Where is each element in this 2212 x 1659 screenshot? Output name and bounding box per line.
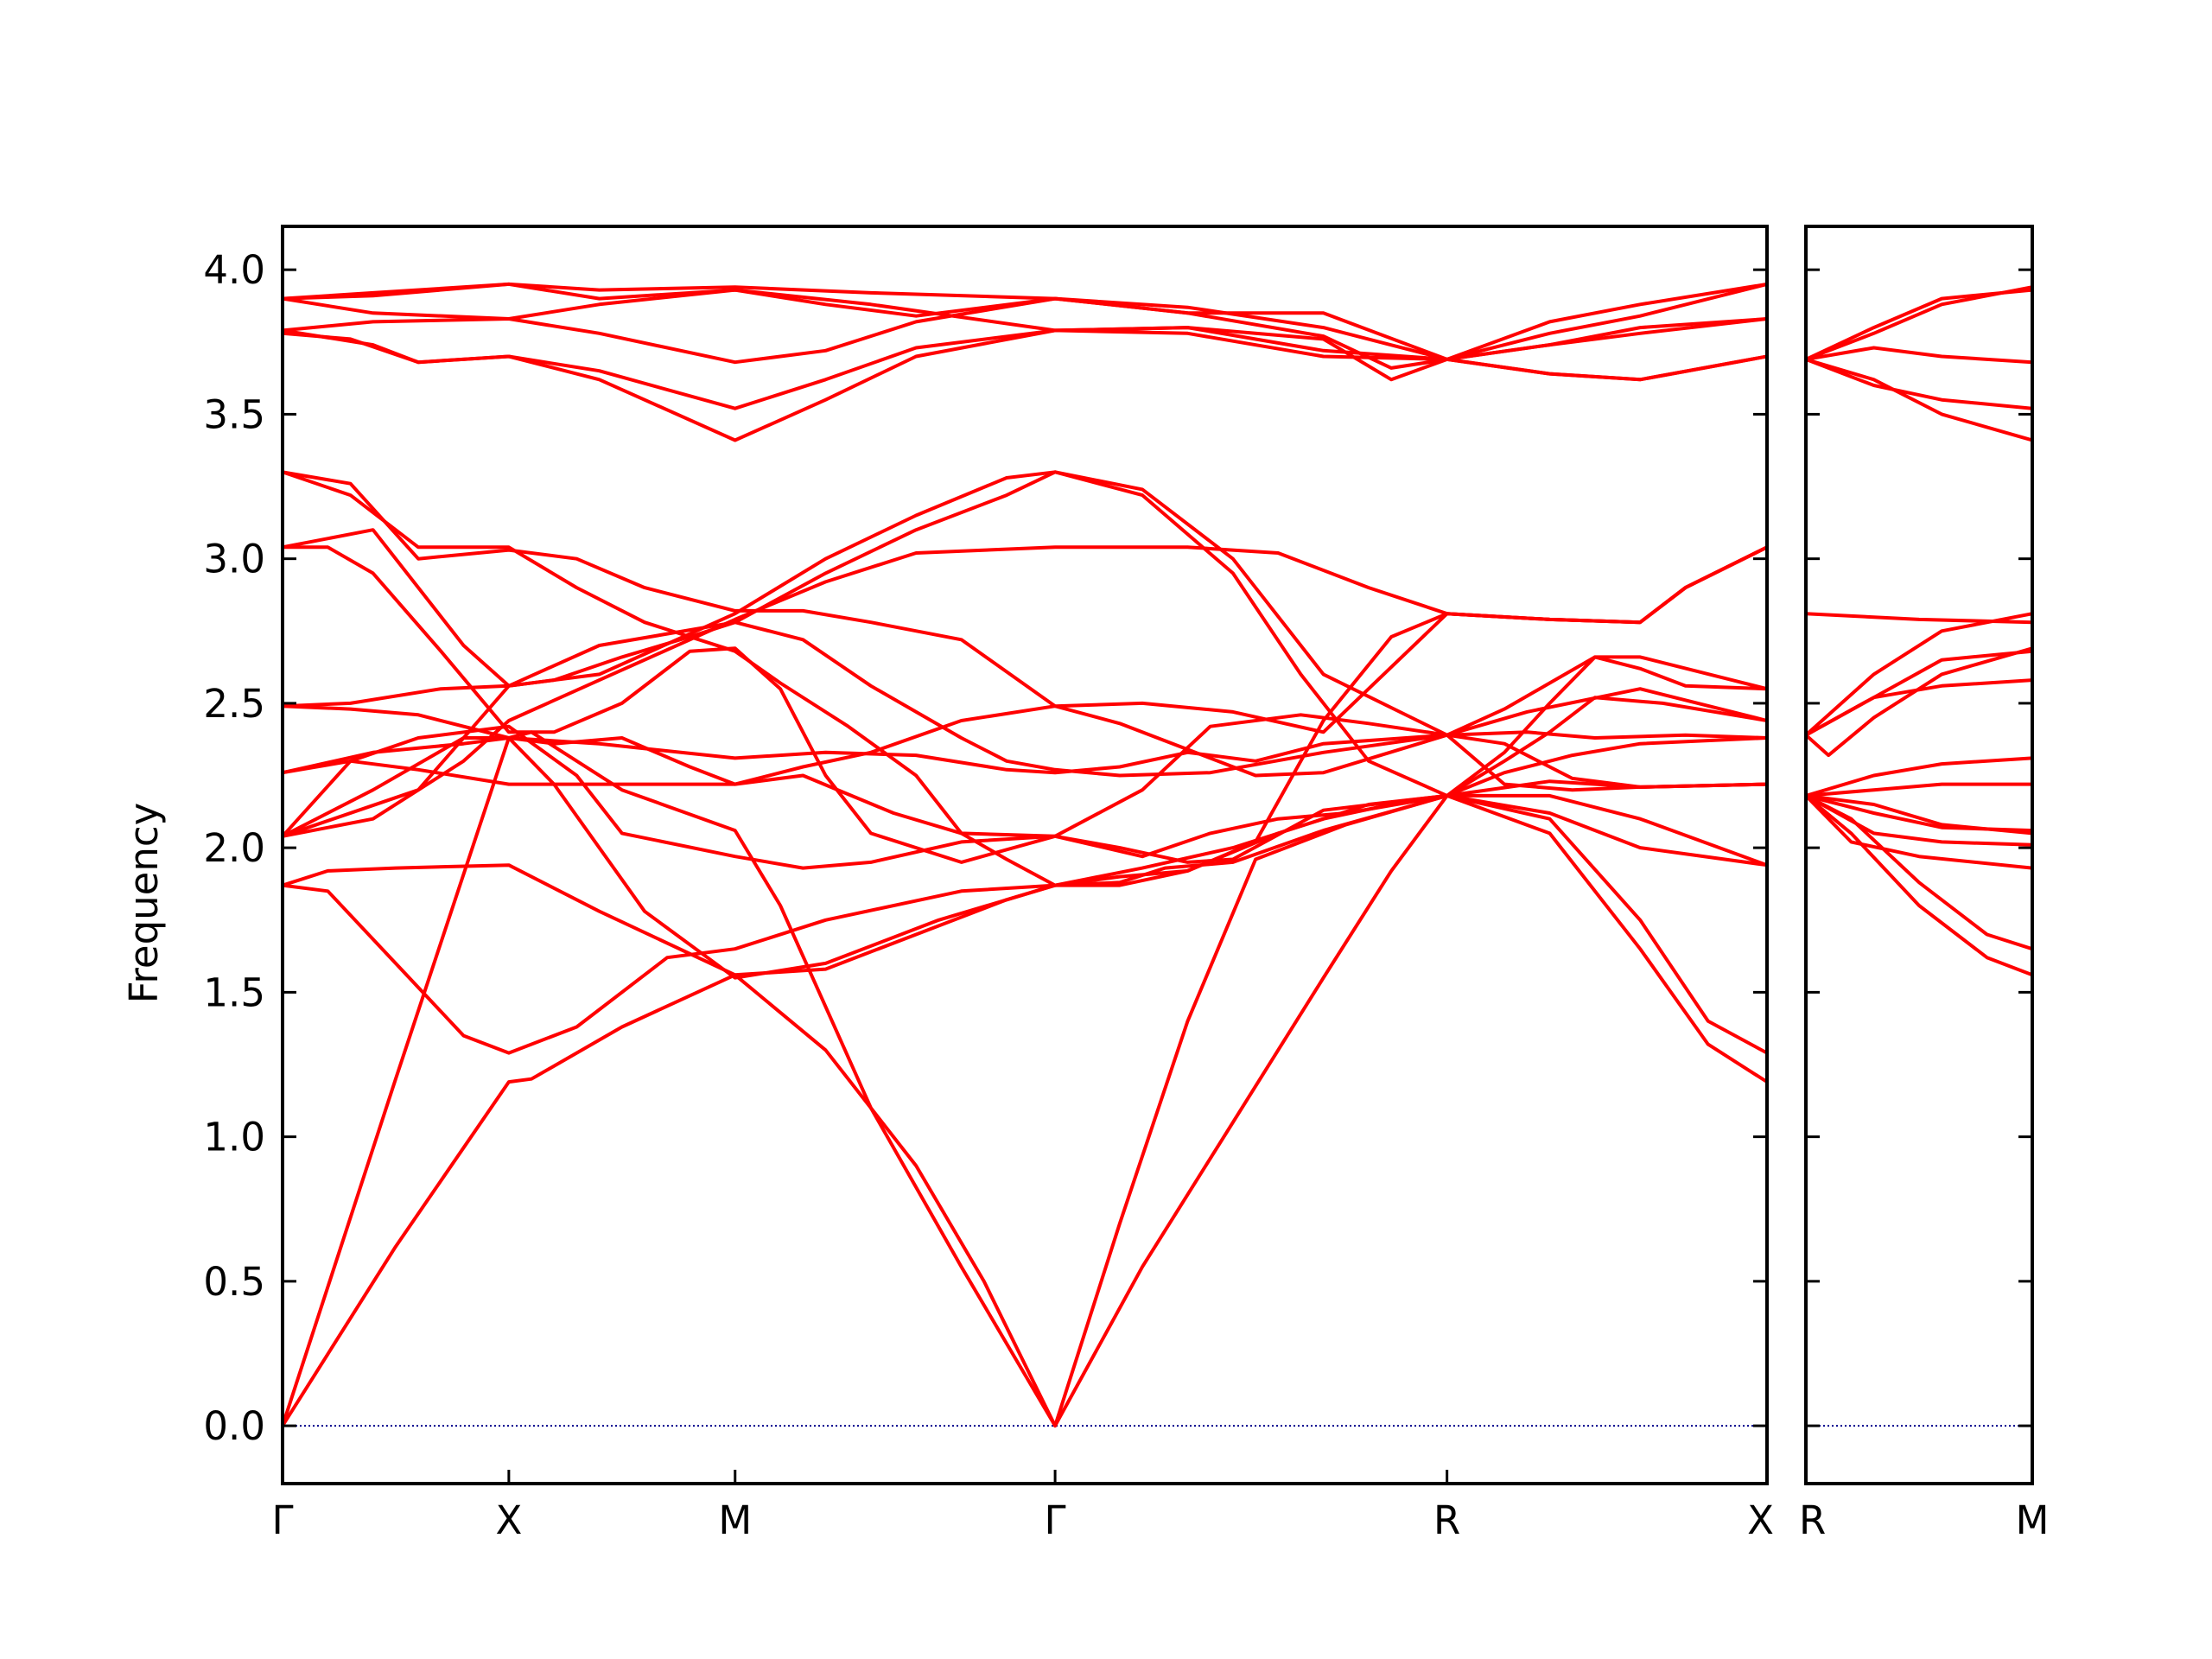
y-tick-label: 2.0 [203,825,265,871]
band-line-16 [1806,346,2032,365]
y-tick-label: 0.0 [203,1403,265,1449]
band-line-6 [1806,793,2032,836]
x-tick-label: R [1799,1497,1826,1543]
band-line-12 [283,470,1767,887]
x-tick-label: Γ [271,1497,293,1543]
x-tick-label: M [718,1497,752,1543]
band-line-3 [1806,793,2032,870]
bands-group [1806,285,2032,977]
axes-frame [1804,225,2034,1485]
band-line-7 [1806,782,2032,798]
band-line-18 [1806,285,2032,361]
x-tick-label: X [495,1497,522,1543]
y-tick-label: 4.0 [203,247,265,293]
bands-group [283,282,1767,1428]
x-tick-label: Γ [1045,1497,1066,1543]
band-line-15 [283,470,1767,838]
band-line-1 [1806,793,2032,977]
band-line-18 [283,317,1767,410]
band-line-16 [283,545,1767,838]
y-tick-label: 2.5 [203,681,265,727]
y-tick-label: 3.5 [203,391,265,437]
band-line-13 [283,470,1767,734]
band-line-13 [1806,612,2032,625]
band-line-14 [1806,357,2032,442]
band-line-15 [1806,357,2032,410]
band-line-5 [283,655,1767,980]
axes-frame [281,225,1769,1485]
y-tick-label: 0.5 [203,1259,265,1305]
band-line-21 [283,282,1767,361]
x-tick-label: X [1747,1497,1774,1543]
band-line-1 [283,793,1767,1428]
band-line-4 [1806,793,2032,847]
y-tick-label: 1.0 [203,1115,265,1160]
band-line-8 [1806,756,2032,798]
band-line-11 [1806,678,2032,737]
band-line-22 [283,282,1767,382]
y-tick-label: 3.0 [203,537,265,582]
band-line-14 [283,470,1767,868]
y-axis-label: Frequency [121,803,167,1003]
band-line-9 [1806,646,2032,758]
main-panel: 0.0 0.5 1.0 1.5 2.0 2.5 3.0 3.5 4.0 Γ X M Γ R X [203,225,1774,1543]
band-line-9 [283,704,1767,786]
band-line-17 [1806,288,2032,361]
band-line-20 [283,282,1767,361]
band-line-4 [283,779,1767,977]
x-tick-label: M [2016,1497,2050,1543]
band-line-11 [283,545,1767,864]
x-tick-label: R [1433,1497,1460,1543]
band-line-10 [1806,649,2032,737]
y-tick-label: 1.5 [203,969,265,1015]
